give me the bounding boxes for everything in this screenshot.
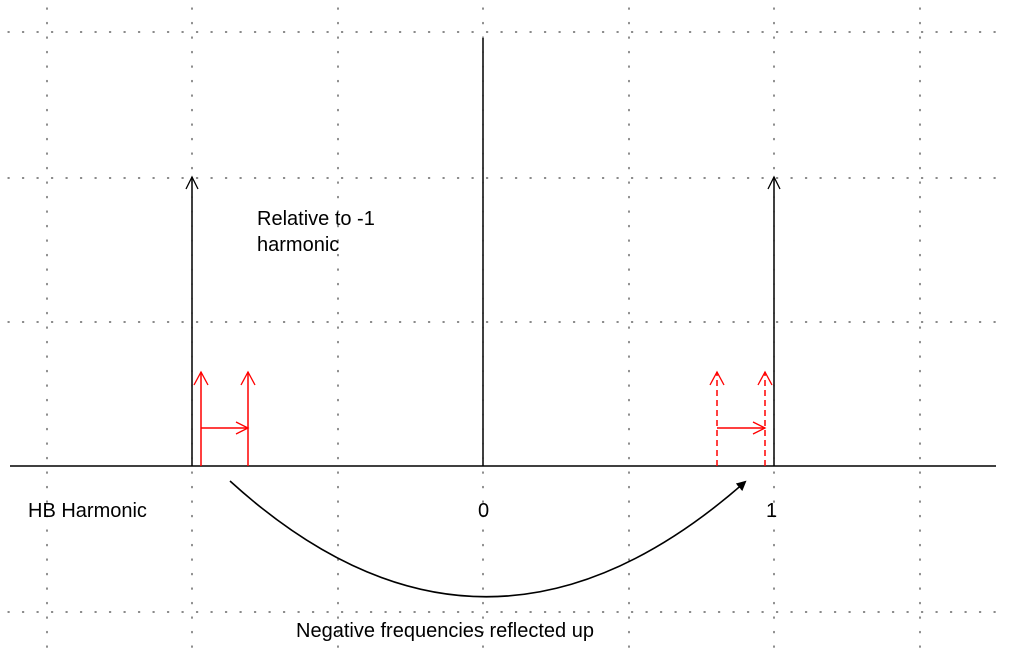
red-solid-arrow-left xyxy=(193,370,209,466)
dotted-grid xyxy=(7,7,1006,656)
red-dashed-arrows xyxy=(709,370,773,466)
red-solid-arrows xyxy=(193,370,256,466)
red-dashed-arrow-right xyxy=(757,370,773,466)
red-solid-offset-arrow xyxy=(201,421,250,435)
axis-caption: HB Harmonic xyxy=(28,500,147,522)
tick-label-one: 1 xyxy=(766,500,777,522)
red-solid-arrow-right xyxy=(240,370,256,466)
footer-caption: Negative frequencies reflected up xyxy=(296,620,594,642)
tick-label-zero: 0 xyxy=(478,500,489,522)
annotation-line-1: Relative to -1 xyxy=(257,208,375,230)
harmonic-plus-one-arrow xyxy=(767,175,781,466)
reflection-curve-arrow xyxy=(229,480,747,598)
annotation-line-2: harmonic xyxy=(257,234,339,256)
harmonic-minus-one-arrow xyxy=(185,175,199,466)
red-dashed-offset-arrow xyxy=(717,421,767,435)
red-dashed-arrow-left xyxy=(709,370,725,466)
